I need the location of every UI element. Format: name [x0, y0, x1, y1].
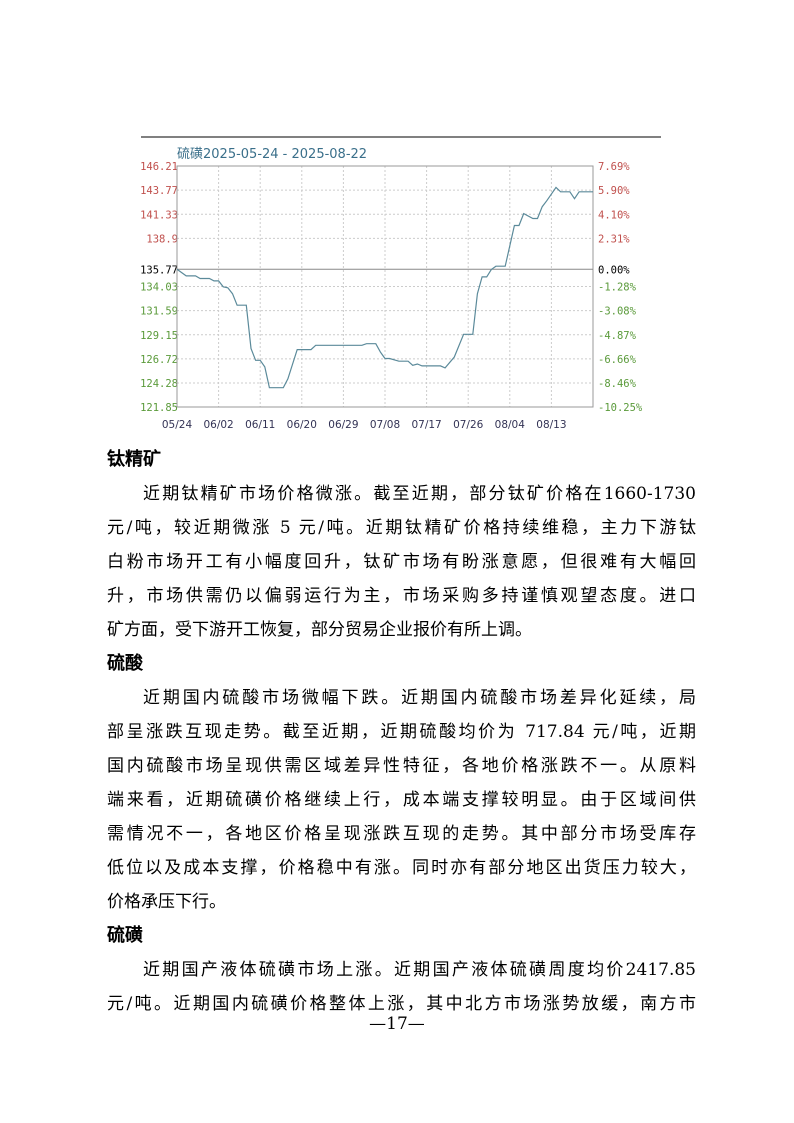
y-right-tick-label: -1.28% [598, 282, 637, 294]
y-left-tick-label: 138.9 [146, 233, 178, 245]
x-tick-label: 08/13 [536, 419, 566, 431]
x-tick-label: 07/17 [411, 419, 441, 431]
y-right-tick-label: -10.25% [598, 402, 643, 414]
chart-title: 硫磺2025-05-24 - 2025-08-22 [177, 147, 367, 162]
y-left-tick-label: 124.28 [140, 378, 178, 390]
y-left-tick-label: 135.77 [140, 264, 178, 276]
section-heading: 硫磺 [107, 925, 143, 946]
paragraph-line: 矿方面，受下游开工恢复，部分贸易企业报价有所上调。 [107, 620, 532, 640]
y-left-tick-label: 146.21 [140, 161, 178, 173]
paragraph-line: 价格承压下行。 [107, 892, 226, 912]
paragraph-line: 近期国产液体硫磺市场上涨。近期国产液体硫磺周度均价2417.85 [143, 960, 696, 980]
y-right-tick-label: 4.10% [598, 209, 630, 221]
y-right-tick-label: -4.87% [598, 330, 637, 342]
document-body: 钛精矿近期钛精矿市场价格微涨。截至近期，部分钛矿价格在1660-1730 元/吨，… [107, 443, 696, 1021]
paragraph-line: 白粉市场开工有小幅度回升，钛矿市场有盼涨意愿，但很难有大幅回 [107, 552, 696, 572]
x-tick-label: 06/11 [245, 419, 275, 431]
paragraph-line: 升，市场供需仍以偏弱运行为主，市场采购多持谨慎观望态度。进口 [107, 586, 696, 606]
y-right-tick-label: -6.66% [598, 354, 637, 366]
y-left-tick-label: 141.33 [140, 209, 178, 221]
x-tick-label: 07/26 [453, 419, 484, 431]
y-left-tick-label: 143.77 [140, 185, 178, 197]
y-left-tick-label: 121.85 [140, 402, 178, 414]
y-right-tick-label: -3.08% [598, 306, 637, 318]
paragraph-line: 近期钛精矿市场价格微涨。截至近期，部分钛矿价格在1660-1730 [143, 484, 696, 504]
paragraph-line: 低位以及成本支撑，价格稳中有涨。同时亦有部分地区出货压力较大， [107, 858, 696, 878]
paragraph-line: 部呈涨跌互现走势。截至近期，近期硫酸均价为 717.84 元/吨，近期 [107, 722, 696, 742]
paragraph-line: 端来看，近期硫磺价格继续上行，成本端支撑较明显。由于区域间供 [107, 790, 696, 810]
y-left-tick-label: 126.72 [140, 354, 178, 366]
x-tick-label: 07/08 [370, 419, 400, 431]
x-tick-label: 06/29 [328, 419, 358, 431]
y-left-tick-label: 134.03 [140, 282, 178, 294]
y-right-tick-label: 2.31% [598, 233, 630, 245]
x-tick-label: 06/20 [287, 419, 317, 431]
paragraph-line: 近期国内硫酸市场微幅下跌。近期国内硫酸市场差异化延续，局 [143, 688, 696, 708]
paragraph-line: 元/吨。近期国内硫磺价格整体上涨，其中北方市场涨势放缓，南方市 [107, 994, 696, 1014]
y-right-tick-label: 0.00% [598, 264, 630, 276]
y-right-tick-label: -8.46% [598, 378, 637, 390]
paragraph-line: 元/吨，较近期微涨 5 元/吨。近期钛精矿价格持续维稳，主力下游钛 [107, 518, 696, 538]
page-number: —17— [369, 1014, 425, 1034]
price-line [176, 186, 593, 389]
y-left-tick-label: 131.59 [140, 306, 178, 318]
x-tick-label: 05/24 [162, 419, 193, 431]
y-left-tick-label: 129.15 [140, 330, 178, 342]
paragraph-line: 国内硫酸市场呈现供需区域差异性特征，各地价格涨跌不一。从原料 [107, 756, 696, 776]
section-heading: 硫酸 [107, 653, 143, 674]
plot-frame [176, 165, 594, 408]
paragraph-line: 需情况不一，各地区价格呈现涨跌互现的走势。其中部分市场受库存 [107, 824, 696, 844]
x-tick-label: 06/02 [203, 419, 233, 431]
x-tick-label: 08/04 [495, 419, 526, 431]
section-heading: 钛精矿 [107, 449, 161, 470]
y-right-tick-label: 5.90% [598, 185, 630, 197]
y-right-tick-label: 7.69% [598, 161, 630, 173]
